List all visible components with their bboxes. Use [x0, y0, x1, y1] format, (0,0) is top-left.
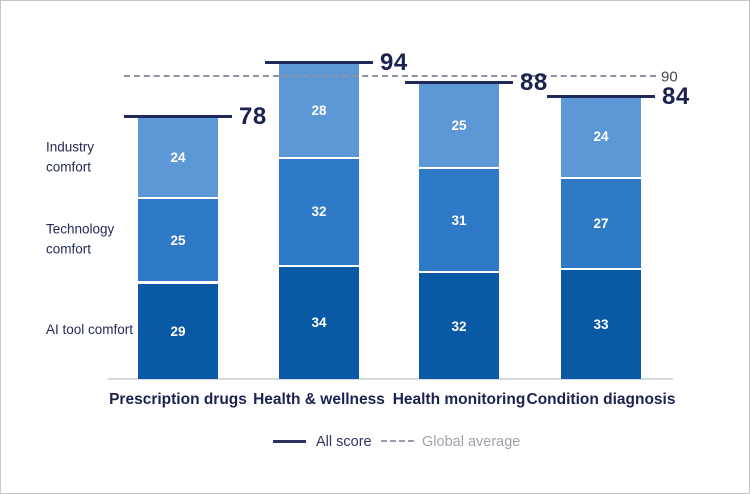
segment-technology-comfort-health-monitoring: 31: [419, 167, 499, 272]
total-score-label-health-monitoring: 88: [520, 69, 548, 97]
total-score-label-condition-diagnosis: 84: [662, 82, 690, 110]
global-average-line: [124, 75, 656, 77]
score-line-prescription-drugs: [124, 114, 232, 118]
global-average-value: 90: [661, 68, 678, 86]
legend-global-average-line-swatch: [381, 440, 414, 442]
segment-ai-tool-comfort-condition-diagnosis: 33: [561, 268, 641, 379]
category-label-condition-diagnosis: Condition diagnosis: [526, 391, 676, 408]
segment-ai-tool-comfort-health-wellness: 34: [279, 264, 359, 379]
segment-ai-tool-comfort-health-monitoring: 32: [419, 271, 499, 379]
score-line-health-wellness: [265, 61, 373, 64]
total-score-label-prescription-drugs: 78: [239, 102, 267, 130]
segment-technology-comfort-condition-diagnosis: 27: [561, 177, 641, 269]
segment-technology-comfort-health-wellness: 32: [279, 157, 359, 265]
segment-industry-comfort-health-wellness: 28: [279, 63, 359, 158]
score-line-condition-diagnosis: [547, 94, 655, 98]
category-label-prescription-drugs: Prescription drugs: [109, 391, 247, 408]
category-label-health-monitoring: Health monitoring: [392, 391, 526, 408]
total-score-label-health-wellness: 94: [380, 49, 408, 76]
row-label-ai-tool-comfort: AI tool comfort: [46, 322, 134, 338]
segment-ai-tool-comfort-prescription-drugs: 29: [138, 281, 218, 379]
row-label-industry-comfort: Industry comfort: [46, 139, 95, 175]
segment-technology-comfort-prescription-drugs: 25: [138, 197, 218, 282]
legend-all-score-label: All score: [316, 434, 372, 450]
segment-industry-comfort-prescription-drugs: 24: [138, 116, 218, 198]
segment-industry-comfort-health-monitoring: 25: [419, 83, 499, 168]
category-label-health-wellness: Health & wellness: [253, 391, 385, 408]
legend-all-score-line-swatch: [273, 440, 306, 443]
segment-industry-comfort-condition-diagnosis: 24: [561, 96, 641, 178]
score-line-health-monitoring: [405, 81, 513, 85]
legend-global-average-label: Global average: [422, 434, 521, 450]
x-axis-line: [108, 378, 673, 380]
row-label-technology-comfort: Technology comfort: [46, 221, 115, 257]
